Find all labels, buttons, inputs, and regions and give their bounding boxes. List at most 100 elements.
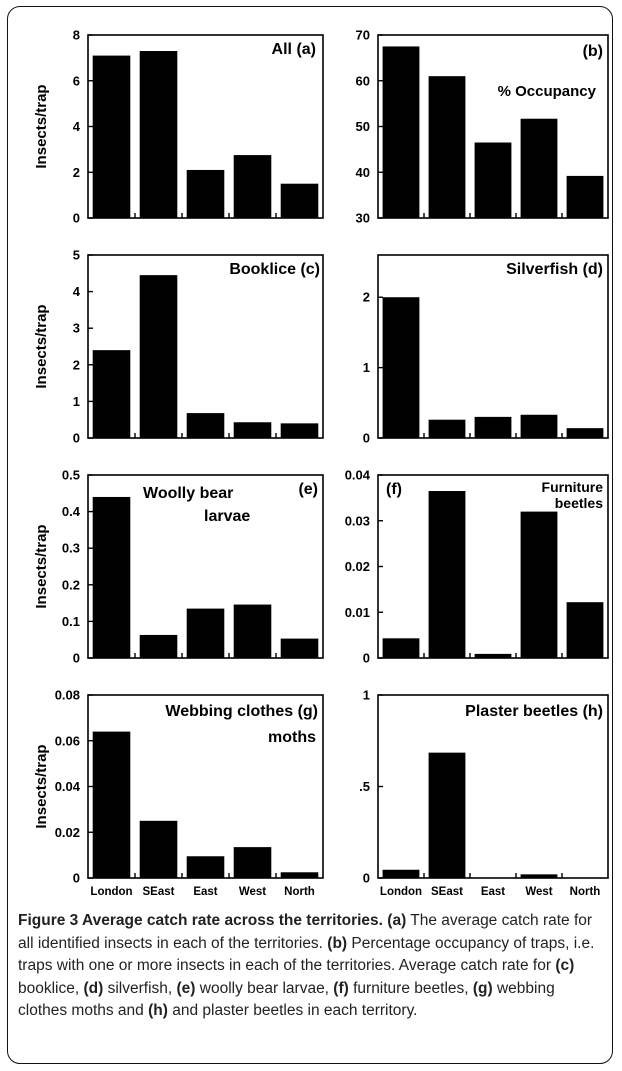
bar-b-north	[566, 175, 604, 218]
ytick-label-a-2: 4	[73, 119, 81, 134]
bar-g-east	[186, 856, 225, 878]
panel-label-b: (b)	[583, 43, 603, 60]
ytick-label-c-5: 5	[73, 248, 80, 263]
caption-ref-7: (h)	[148, 1002, 168, 1020]
xtick-label-h-0: London	[380, 886, 422, 898]
bar-h-west	[520, 874, 558, 878]
ytick-label-g-1: 0.02	[55, 825, 80, 840]
xtick-label-h-1: SEast	[431, 886, 463, 898]
ytick-label-f-2: 0.02	[345, 559, 370, 574]
ytick-label-b-1: 40	[356, 165, 370, 180]
panel-label-e: (e)	[298, 481, 318, 498]
ytick-label-a-3: 6	[73, 73, 80, 88]
panel-label-g: Webbing clothes (g)	[165, 703, 318, 720]
panel-frame-d	[377, 254, 609, 439]
ytick-label-c-2: 2	[73, 357, 80, 372]
panel-frame-h	[377, 694, 609, 879]
bar-c-west	[233, 422, 272, 438]
caption-title: Figure 3 Average catch rate across the t…	[18, 912, 383, 929]
ytick-label-e-5: 0.5	[62, 468, 80, 483]
ytick-label-d-1: 1	[363, 360, 370, 375]
ytick-label-b-0: 30	[356, 211, 370, 226]
ytick-label-g-3: 0.06	[55, 733, 80, 748]
ytick-label-e-4: 0.4	[62, 504, 81, 519]
bar-b-west	[520, 118, 558, 218]
ytick-label-a-1: 2	[73, 165, 80, 180]
ytick-label-f-3: 0.03	[345, 513, 370, 528]
caption-ref-0: (a)	[387, 912, 407, 929]
xtick-label-h-3: West	[525, 886, 552, 898]
xtick-label-g-1: SEast	[143, 886, 175, 898]
caption-ref-1: (b)	[327, 934, 348, 952]
bar-c-london	[92, 350, 131, 438]
ytick-label-c-0: 0	[73, 431, 80, 446]
bar-c-seast	[139, 275, 178, 438]
panel-a: 0 2 4 6 8 Insects/trap All (a)	[33, 28, 324, 226]
xtick-label-g-4: North	[284, 886, 315, 898]
bar-e-west	[233, 604, 272, 658]
caption-text-1: Percentage occupancy of traps, i.e. trap…	[18, 934, 595, 975]
bar-f-west	[520, 511, 558, 658]
annotation-e-1: larvae	[204, 508, 250, 525]
bar-f-east	[474, 653, 512, 658]
bar-g-london	[92, 731, 131, 878]
ylabel-a: Insects/trap	[33, 84, 50, 168]
ytick-label-h-0: 0	[363, 871, 370, 886]
bar-f-north	[566, 602, 604, 658]
ytick-label-d-0: 0	[363, 431, 370, 446]
panel-frame-c	[87, 254, 324, 439]
caption-text-0: The average catch rate for all identifie…	[18, 912, 593, 952]
ytick-label-e-3: 0.3	[62, 541, 80, 556]
annotation-f-1: beetles	[555, 495, 603, 511]
bar-g-north	[280, 872, 319, 878]
caption-body: (a) The average catch rate for all ident…	[18, 912, 594, 1019]
panel-h: 0 .5 1 London SEast East West North Plaster beet…	[359, 688, 609, 898]
bar-c-east	[186, 413, 225, 438]
caption-ref-4: (e)	[176, 979, 196, 997]
bar-b-seast	[428, 76, 466, 218]
annotation-g-0: moths	[268, 729, 316, 746]
ytick-label-g-2: 0.04	[55, 779, 81, 794]
panel-label-h: Plaster beetles (h)	[465, 703, 603, 720]
caption-ref-6: (g)	[472, 979, 493, 997]
ytick-label-c-1: 1	[73, 394, 80, 409]
bar-f-london	[382, 638, 420, 658]
bar-d-north	[566, 428, 604, 438]
bar-b-east	[474, 142, 512, 218]
bar-a-east	[186, 169, 225, 218]
ytick-label-d-2: 2	[363, 290, 370, 305]
panel-g: 0 0.02 0.04 0.06 0.08 London SEast East West Nort…	[33, 688, 324, 898]
ytick-label-b-2: 50	[356, 119, 370, 134]
ytick-label-g-0: 0	[73, 871, 80, 886]
panel-label-c: Booklice (c)	[229, 261, 320, 278]
caption-ref-5: (f)	[333, 979, 349, 997]
panel-frame-e	[87, 474, 324, 659]
panel-b: 30 40 50 60 70 (b) % Occupancy	[356, 28, 609, 226]
ytick-label-c-4: 4	[73, 284, 81, 299]
bar-c-north	[280, 423, 319, 438]
xtick-label-g-2: East	[193, 886, 217, 898]
ytick-label-b-3: 60	[356, 73, 370, 88]
panel-label-f: (f)	[386, 481, 402, 498]
bar-b-london	[382, 46, 420, 218]
panel-c: 0 1 2 3 4 5 Insects/trap Booklice (c)	[33, 248, 324, 446]
bar-d-east	[474, 416, 512, 438]
bar-g-west	[233, 847, 272, 878]
ylabel-e: Insects/trap	[33, 524, 50, 608]
panel-label-a: All (a)	[272, 41, 316, 58]
caption-text-2: booklice,	[18, 979, 84, 997]
caption-text-5: furniture beetles,	[348, 979, 473, 997]
ytick-label-h-1: .5	[359, 779, 370, 794]
panel-e: 0 0.1 0.2 0.3 0.4 0.5 Insects/trap (e) Woolly be…	[33, 468, 324, 666]
ytick-label-h-2: 1	[363, 688, 370, 703]
ytick-label-g-4: 0.08	[55, 688, 80, 703]
bar-h-seast	[428, 752, 466, 878]
ytick-label-c-3: 3	[73, 321, 80, 336]
bar-d-west	[520, 414, 558, 438]
xtick-label-h-2: East	[481, 886, 505, 898]
caption-text-3: silverfish,	[103, 979, 177, 997]
annotation-e-0: Woolly bear	[143, 485, 233, 502]
xtick-label-h-4: North	[570, 886, 601, 898]
